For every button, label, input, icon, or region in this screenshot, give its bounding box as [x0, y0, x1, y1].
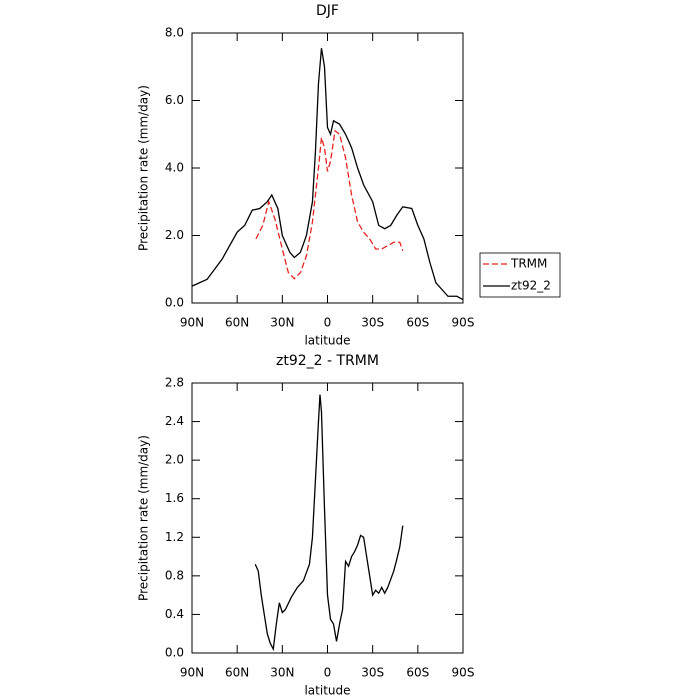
- x-tick-label: 90S: [452, 316, 475, 330]
- y-axis-label: Precipitation rate (mm/day): [137, 85, 151, 251]
- y-tick-label: 6.0: [165, 93, 184, 107]
- x-tick-label: 0: [324, 316, 332, 330]
- y-tick-label: 0.4: [165, 607, 184, 621]
- x-tick-label: 60N: [225, 666, 249, 680]
- x-tick-label: 30N: [270, 316, 294, 330]
- x-tick-label: 90S: [452, 666, 475, 680]
- y-tick-label: 8.0: [165, 26, 184, 40]
- y-tick-label: 1.6: [165, 491, 184, 505]
- y-tick-label: 0.8: [165, 568, 184, 582]
- x-tick-label: 60S: [406, 666, 429, 680]
- x-axis-label: latitude: [304, 334, 350, 348]
- y-tick-label: 2.4: [165, 414, 184, 428]
- x-tick-label: 90N: [180, 666, 204, 680]
- y-tick-label: 0.0: [165, 296, 184, 310]
- x-tick-label: 30S: [361, 666, 384, 680]
- chart-title: zt92_2 - TRMM: [276, 353, 379, 369]
- data-line: [191, 48, 464, 301]
- y-axis-label: Precipitation rate (mm/day): [137, 435, 151, 601]
- legend-label: TRMM: [510, 257, 547, 271]
- chart-title: DJF: [316, 3, 339, 19]
- x-axis-label: latitude: [304, 684, 350, 698]
- legend-box: [479, 252, 561, 298]
- y-tick-label: 1.2: [165, 530, 184, 544]
- x-tick-label: 30S: [361, 316, 384, 330]
- x-tick-label: 60N: [225, 316, 249, 330]
- y-tick-label: 2.0: [165, 453, 184, 467]
- x-tick-label: 60S: [406, 316, 429, 330]
- data-line: [254, 394, 404, 652]
- x-tick-label: 0: [324, 666, 332, 680]
- plot-frame: [191, 382, 464, 654]
- x-tick-label: 30N: [270, 666, 294, 680]
- y-tick-label: 2.0: [165, 228, 184, 242]
- y-tick-label: 2.8: [165, 376, 184, 390]
- legend-label: zt92_2: [511, 279, 551, 293]
- y-tick-label: 4.0: [165, 161, 184, 175]
- x-tick-label: 90N: [180, 316, 204, 330]
- data-line: [255, 129, 404, 280]
- y-tick-label: 0.0: [165, 646, 184, 660]
